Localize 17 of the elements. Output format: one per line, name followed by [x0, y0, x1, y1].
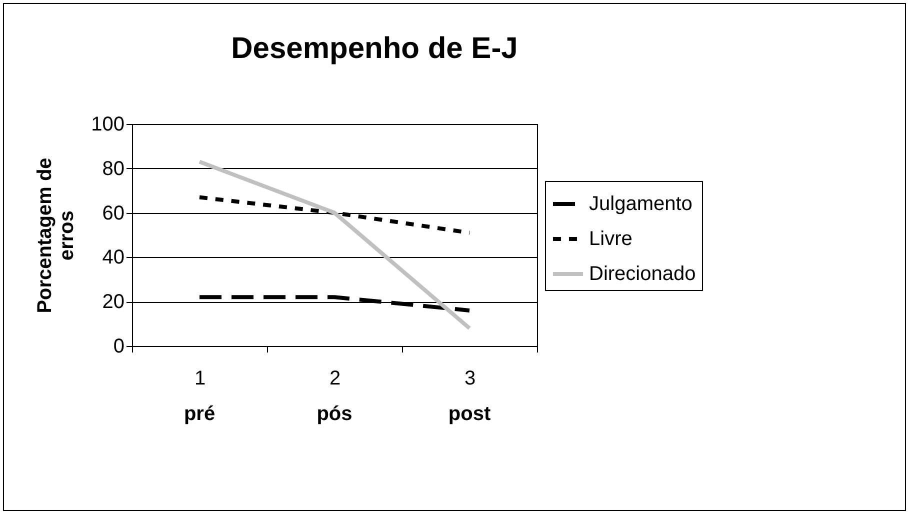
- legend-label: Julgamento: [589, 193, 692, 215]
- text: post: [448, 403, 491, 425]
- x-tick-label: 1: [194, 368, 206, 390]
- legend-label: Direcionado: [589, 263, 696, 285]
- y-tick-label: 80: [102, 158, 124, 180]
- text: pré: [184, 403, 216, 425]
- y-tick-label: 100: [91, 114, 124, 136]
- y-tick-label: 0: [113, 336, 124, 358]
- y-axis-title: Porcentagem de erros: [34, 158, 78, 314]
- x-tick-label: 3: [464, 368, 476, 390]
- text: pós: [316, 403, 352, 425]
- chart-title: Desempenho de E-J: [231, 32, 518, 65]
- y-tick-label: 20: [102, 291, 124, 314]
- legend-label: Livre: [589, 228, 632, 250]
- y-tick-label: 60: [102, 202, 124, 224]
- x-tick-label: 2: [329, 368, 341, 390]
- y-tick-label: 40: [102, 246, 124, 269]
